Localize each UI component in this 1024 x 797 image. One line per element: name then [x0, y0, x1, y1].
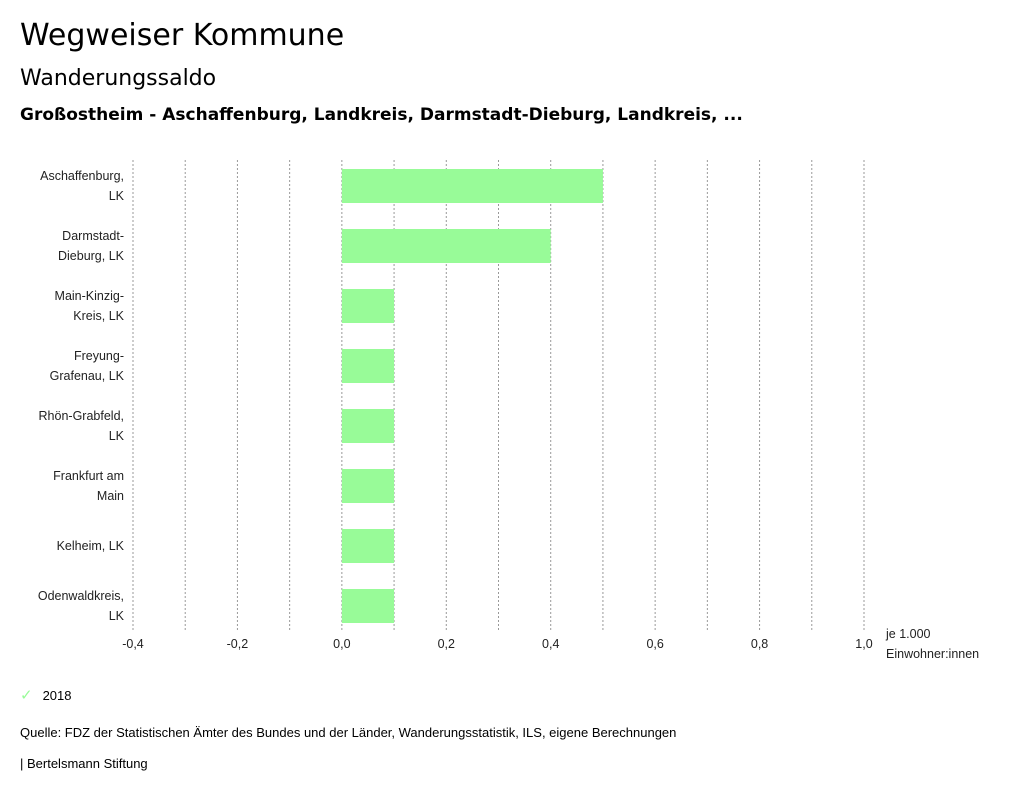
- category-label: Aschaffenburg,: [40, 169, 124, 183]
- bar-chart: -0,4 -0,2 0,0 0,2 0,4 0,6 0,8 1,0 je 1.000 Einwoh…: [38, 160, 979, 661]
- category-label: LK: [109, 609, 125, 623]
- region-title: Großostheim - Aschaffenburg, Landkreis, …: [20, 105, 743, 125]
- legend-label: 2018: [42, 687, 72, 703]
- x-tick-label: -0,2: [227, 637, 249, 651]
- category-label: Freyung-: [74, 349, 124, 363]
- bar: [341, 529, 395, 563]
- x-tick-label: 0,6: [646, 637, 663, 651]
- category-label: Darmstadt-: [62, 229, 124, 243]
- category-label: LK: [109, 189, 125, 203]
- category-label: Grafenau, LK: [50, 369, 125, 383]
- category-label: Odenwaldkreis,: [38, 589, 124, 603]
- category-label: Kelheim, LK: [57, 539, 125, 553]
- x-axis-label: je 1.000: [885, 627, 931, 641]
- x-tick-label: -0,4: [122, 637, 144, 651]
- source-note: Quelle: FDZ der Statistischen Ämter des …: [20, 725, 677, 740]
- category-label: Frankfurt am: [53, 469, 124, 483]
- x-tick-label: 0,4: [542, 637, 559, 651]
- bar: [341, 169, 603, 203]
- bar: [341, 229, 551, 263]
- bar: [341, 409, 395, 443]
- category-label: Main: [97, 489, 124, 503]
- category-label: Main-Kinzig-: [55, 289, 124, 303]
- bar: [341, 469, 395, 503]
- category-label: Rhön-Grabfeld,: [39, 409, 124, 423]
- x-axis-label: Einwohner:innen: [886, 647, 979, 661]
- legend-item[interactable]: ✓ 2018: [20, 686, 72, 704]
- bar: [341, 289, 395, 323]
- category-label: Kreis, LK: [73, 309, 124, 323]
- x-tick-label: 0,0: [333, 637, 350, 651]
- page-title: Wegweiser Kommune: [20, 18, 345, 53]
- brand-note: | Bertelsmann Stiftung: [20, 756, 148, 771]
- check-icon: ✓: [20, 687, 33, 704]
- x-tick-label: 1,0: [855, 637, 872, 651]
- x-tick-label: 0,2: [438, 637, 455, 651]
- category-label: LK: [109, 429, 125, 443]
- bar: [341, 349, 395, 383]
- chart-subtitle: Wanderungssaldo: [20, 66, 217, 91]
- x-tick-label: 0,8: [751, 637, 768, 651]
- bar: [341, 589, 395, 623]
- category-label: Dieburg, LK: [58, 249, 125, 263]
